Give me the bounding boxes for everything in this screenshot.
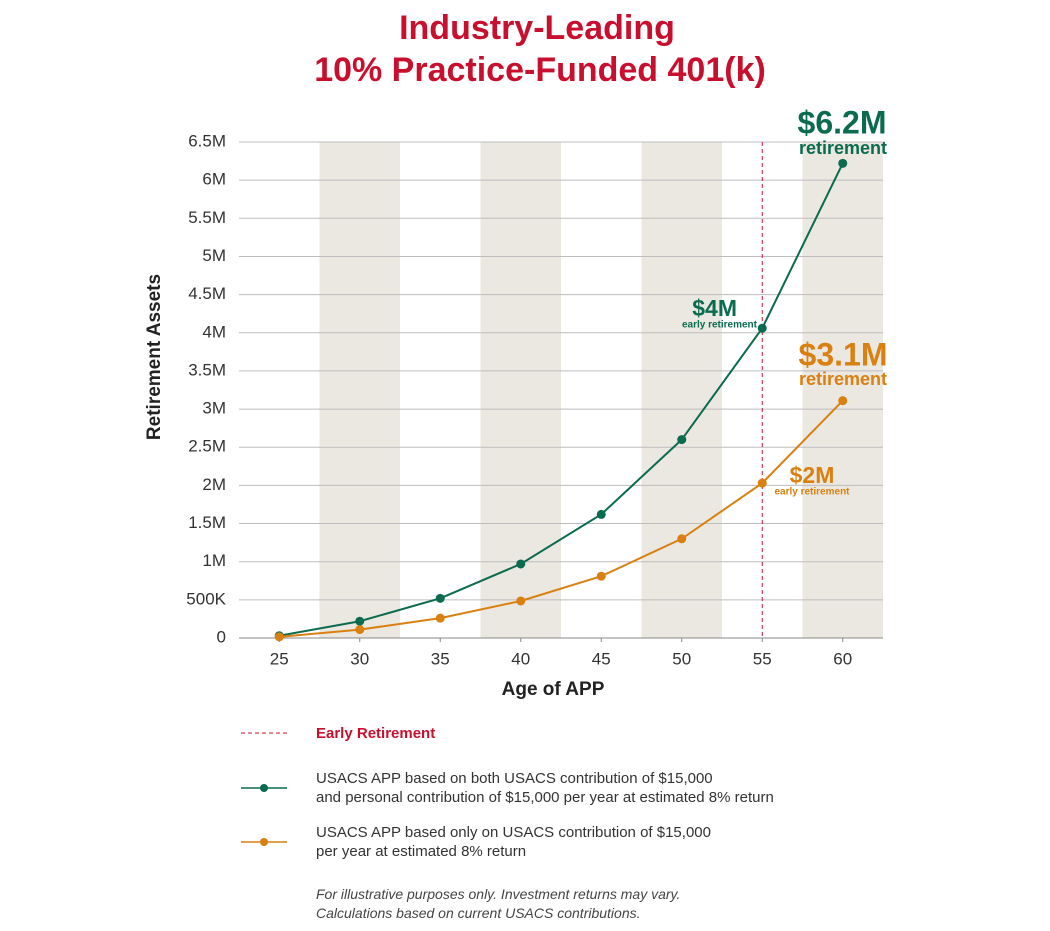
background-band	[480, 142, 561, 638]
legend-item: USACS APP based on both USACS contributi…	[240, 770, 774, 806]
y-tick-label: 2.5M	[188, 437, 226, 456]
y-tick-label: 4M	[202, 322, 226, 341]
legend-item: USACS APP based only on USACS contributi…	[240, 824, 711, 860]
annotation-value: $4M	[692, 295, 737, 321]
data-point	[838, 158, 848, 168]
data-point	[838, 396, 848, 406]
y-tick-label: 0	[217, 627, 226, 646]
y-tick-label: 3.5M	[188, 360, 226, 379]
footnote: For illustrative purposes only. Investme…	[316, 886, 681, 921]
annotation-value: $6.2M	[798, 104, 887, 140]
legend-item: Early Retirement	[240, 725, 435, 742]
annotation-label: early retirement	[682, 320, 758, 331]
series-line	[279, 162, 844, 637]
x-axis-label: Age of APP	[502, 679, 605, 700]
legend-marker	[260, 838, 268, 846]
x-tick-label: 60	[833, 649, 852, 668]
x-tick-label: 55	[753, 649, 772, 668]
data-point	[596, 509, 606, 519]
legend-label: USACS APP based on both USACS contributi…	[316, 770, 774, 806]
legend-marker	[260, 784, 268, 792]
x-tick-label: 50	[672, 649, 691, 668]
annotation-value: $3.1M	[799, 336, 888, 372]
y-tick-label: 5M	[202, 246, 226, 265]
x-tick-label: 25	[270, 649, 289, 668]
y-tick-label: 1M	[202, 551, 226, 570]
background-band	[802, 142, 883, 638]
x-tick-label: 35	[431, 649, 450, 668]
chart: Industry-Leading 10% Practice-Funded 401…	[144, 9, 888, 700]
y-tick-label: 6.5M	[188, 131, 226, 150]
data-point	[677, 534, 687, 544]
series-line	[279, 399, 844, 638]
data-point	[435, 593, 445, 603]
data-point	[355, 625, 365, 635]
x-tick-label: 45	[592, 649, 611, 668]
annotation-label: retirement	[799, 369, 887, 389]
y-tick-label: 4.5M	[188, 284, 226, 303]
y-tick-label: 3M	[202, 399, 226, 418]
legend-swatch	[241, 732, 287, 734]
data-point	[677, 435, 687, 445]
data-point	[355, 616, 365, 626]
y-axis-label: Retirement Assets	[144, 274, 165, 440]
annotation-label: early retirement	[774, 487, 850, 498]
chart-title: 10% Practice-Funded 401(k)	[314, 51, 766, 89]
x-tick-label: 40	[511, 649, 530, 668]
y-tick-label: 1.5M	[188, 513, 226, 532]
annotation-label: retirement	[799, 138, 887, 158]
y-tick-label: 5.5M	[188, 208, 226, 227]
y-tick-label: 6M	[202, 170, 226, 189]
background-band	[641, 142, 722, 638]
y-tick-label: 2M	[202, 475, 226, 494]
data-point	[435, 613, 445, 623]
legend-swatch	[241, 784, 287, 792]
data-point	[516, 596, 526, 606]
annotation-value: $2M	[790, 462, 835, 488]
chart-title: Industry-Leading	[399, 9, 675, 47]
legend-label: USACS APP based only on USACS contributi…	[316, 824, 711, 860]
legend-swatch	[241, 838, 287, 846]
data-point	[596, 571, 606, 581]
legend-label: Early Retirement	[316, 725, 436, 742]
data-point	[516, 559, 526, 569]
data-point	[274, 632, 284, 642]
background-band	[319, 142, 400, 638]
x-tick-label: 30	[350, 649, 369, 668]
data-point	[757, 478, 767, 488]
data-point	[757, 323, 767, 333]
y-tick-label: 500K	[186, 589, 226, 608]
